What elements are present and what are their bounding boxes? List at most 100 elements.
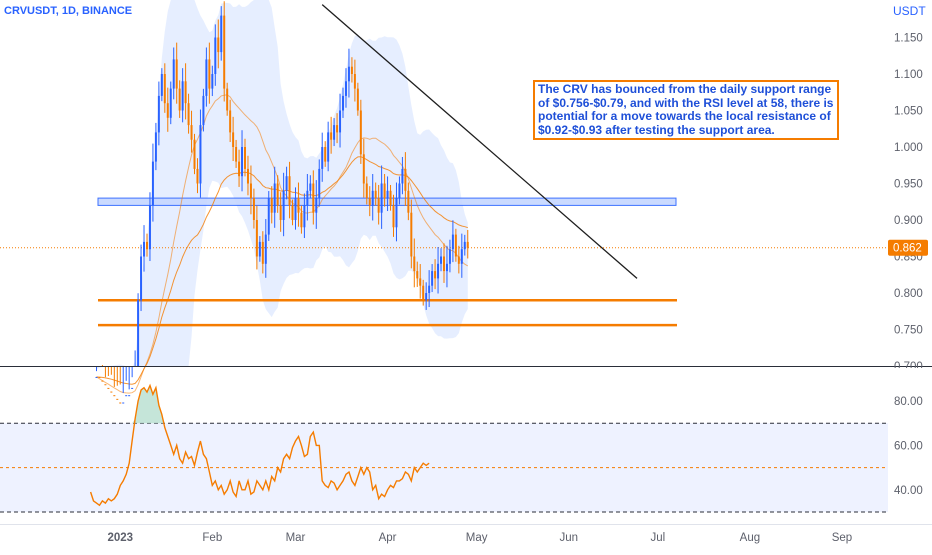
- candle-body: [457, 256, 460, 264]
- candle: [339, 93, 342, 148]
- candle: [431, 264, 434, 293]
- price-tick-label: 1.150: [894, 33, 923, 45]
- candle: [454, 228, 457, 262]
- candle-body: [137, 300, 140, 366]
- candle-body: [410, 212, 413, 257]
- candle: [157, 81, 160, 146]
- candle: [125, 366, 128, 397]
- candle: [255, 205, 258, 270]
- candle: [169, 81, 172, 125]
- candle-body: [374, 190, 377, 199]
- candle-body: [196, 168, 199, 184]
- candle: [241, 130, 244, 192]
- candle: [178, 80, 181, 118]
- candle: [196, 158, 199, 194]
- price-tick-label: 0.950: [894, 179, 923, 191]
- candle: [128, 366, 131, 397]
- candle: [122, 366, 125, 404]
- candle-body: [187, 103, 190, 126]
- annotation-note: The CRV has bounced from the daily suppo…: [533, 80, 839, 140]
- candle: [226, 82, 229, 116]
- candle-body: [392, 205, 395, 228]
- candle-body: [249, 183, 252, 199]
- rsi-line: [89, 383, 430, 507]
- price-tick-label: 1.000: [894, 142, 923, 154]
- candle-body: [140, 256, 143, 301]
- candle: [202, 88, 205, 132]
- candle-body: [368, 198, 371, 206]
- candle: [404, 152, 407, 206]
- candle: [336, 113, 339, 144]
- candle-body: [463, 241, 466, 250]
- candle: [303, 193, 306, 239]
- candle-body: [125, 395, 128, 397]
- candle: [315, 180, 318, 229]
- candle-body: [279, 205, 282, 220]
- candle: [166, 87, 169, 132]
- candle: [140, 244, 143, 312]
- candle-body: [451, 234, 454, 250]
- candle-body: [119, 402, 122, 404]
- candle: [249, 165, 252, 215]
- price-tick-label: 1.100: [894, 69, 923, 81]
- candle-body: [148, 205, 151, 250]
- candle: [264, 219, 267, 278]
- candle-body: [362, 154, 365, 184]
- candle: [419, 264, 422, 299]
- candle: [258, 236, 261, 262]
- price-axis-unit: USDT: [893, 4, 926, 18]
- candle-body: [333, 125, 336, 140]
- time-axis[interactable]: 2023 Feb Mar Apr May Jun Jul Aug Sep: [0, 524, 932, 545]
- candle-body: [321, 147, 324, 169]
- time-tick-label: Aug: [740, 532, 760, 544]
- time-tick-label: Mar: [286, 532, 306, 544]
- candle: [324, 141, 327, 167]
- candle-body: [264, 234, 267, 264]
- rsi-panel[interactable]: 80.00 60.00 40.00: [0, 368, 932, 523]
- candle-body: [445, 263, 448, 272]
- candle-body: [211, 74, 214, 89]
- rsi-axis-bg: [888, 368, 932, 523]
- candle: [208, 42, 211, 104]
- candle: [119, 366, 122, 404]
- candle-body: [205, 59, 208, 96]
- candle-body: [160, 74, 163, 96]
- price-tick-label: 0.900: [894, 215, 923, 227]
- candle-body: [166, 103, 169, 118]
- price-band-layer: [96, 0, 468, 370]
- candle-body: [184, 81, 187, 104]
- candle-body: [151, 161, 154, 206]
- candle: [148, 192, 151, 262]
- candle: [395, 182, 398, 242]
- price-tick-label: 1.050: [894, 106, 923, 118]
- time-tick-label: May: [466, 532, 488, 544]
- candle-body: [223, 15, 226, 89]
- candle-body: [255, 220, 258, 257]
- candles-layer[interactable]: [95, 1, 469, 404]
- candle-body: [238, 161, 241, 177]
- candle-body: [110, 391, 113, 393]
- candle-body: [217, 37, 220, 53]
- candle-body: [448, 249, 451, 264]
- candle-body: [359, 110, 362, 155]
- candle: [110, 366, 113, 393]
- candle: [116, 366, 119, 400]
- candle: [442, 243, 445, 283]
- candle: [383, 174, 386, 207]
- candle: [440, 248, 443, 272]
- candle: [113, 366, 116, 397]
- candle-body: [246, 168, 249, 184]
- candle-body: [193, 139, 196, 169]
- candle: [285, 166, 288, 200]
- candle: [107, 366, 110, 389]
- candle: [312, 170, 315, 225]
- candle-body: [232, 132, 235, 147]
- candle: [368, 186, 371, 217]
- candle: [386, 176, 389, 212]
- symbol-label[interactable]: CRVUSDT, 1D, BINANCE: [4, 5, 133, 17]
- candle-body: [303, 205, 306, 228]
- candle-body: [356, 88, 359, 111]
- candle: [235, 139, 238, 168]
